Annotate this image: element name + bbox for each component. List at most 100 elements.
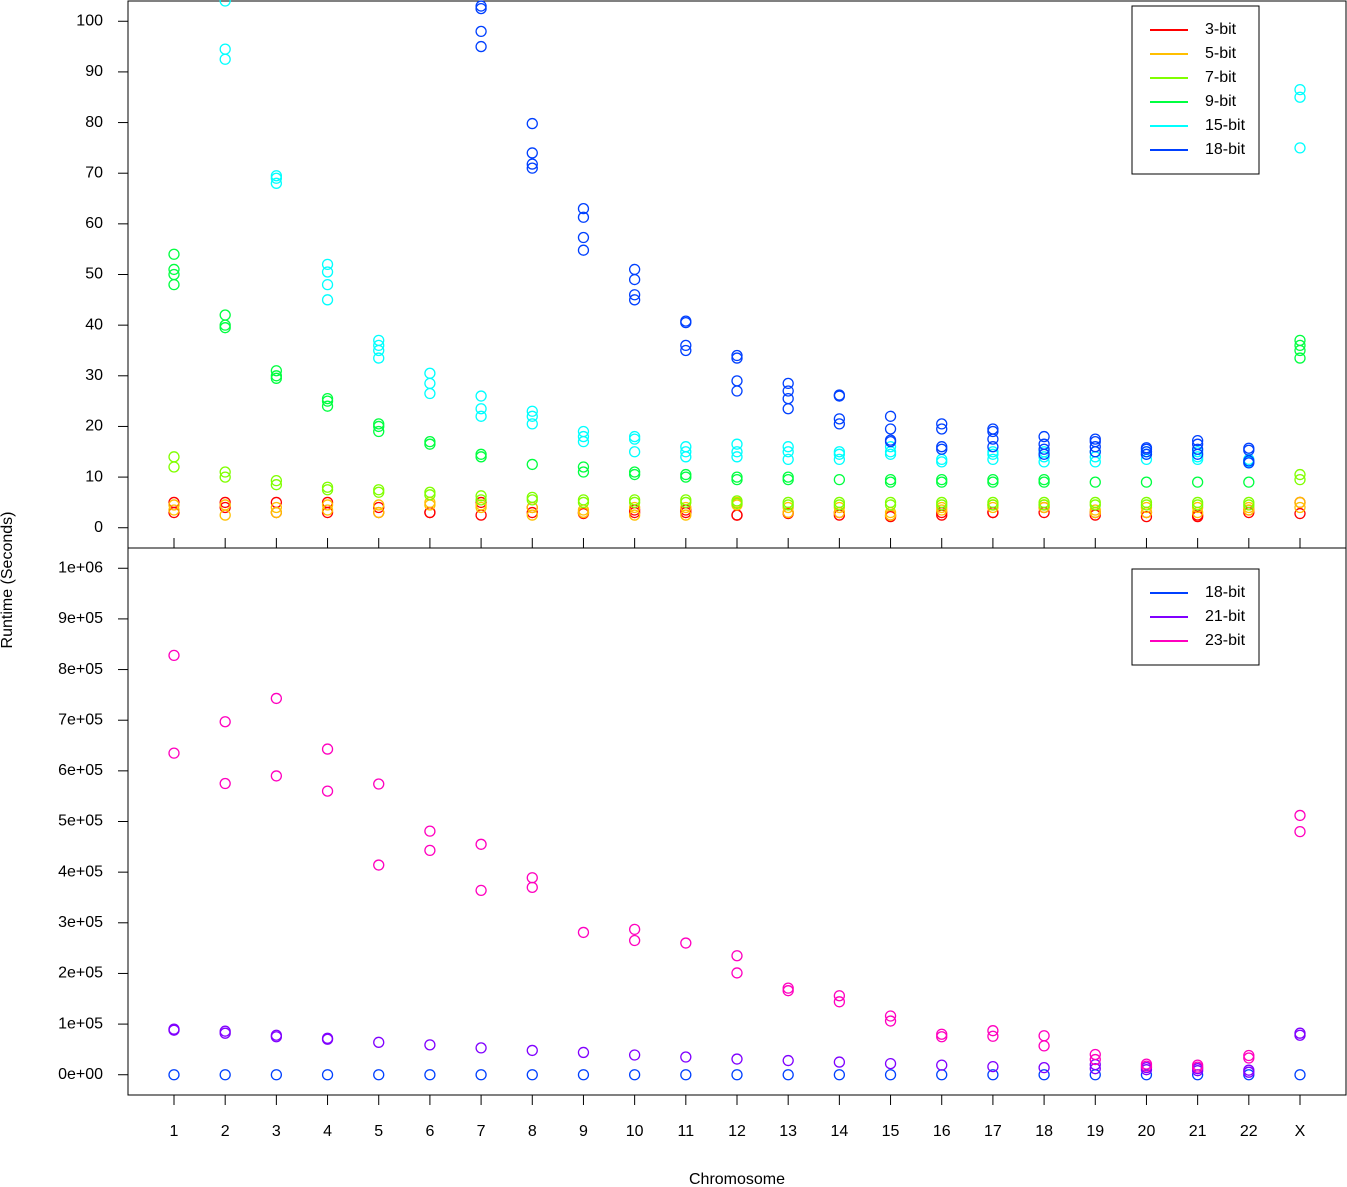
point [1089, 1063, 1101, 1075]
point [680, 1051, 692, 1063]
y-tick-label: 8e+05 [58, 661, 103, 678]
y-tick-label: 9e+05 [58, 610, 103, 627]
point [577, 430, 590, 443]
point [1294, 142, 1306, 154]
point [168, 1023, 180, 1035]
point [373, 339, 385, 352]
point [270, 177, 283, 189]
point [936, 1059, 948, 1071]
x-tick-label: 9 [579, 1123, 588, 1140]
point [219, 309, 231, 321]
point [1294, 473, 1306, 486]
point [219, 471, 231, 483]
point [1191, 496, 1204, 509]
point [987, 441, 999, 453]
point [373, 778, 385, 790]
point [373, 484, 385, 496]
y-tick-label: 50 [85, 266, 103, 283]
point [1038, 1062, 1050, 1074]
point [731, 349, 743, 362]
point [731, 1053, 743, 1065]
point [884, 1069, 897, 1081]
legend-label: 23-bit [1205, 632, 1246, 649]
x-tick-label: 18 [1035, 1123, 1053, 1140]
point [219, 1025, 231, 1037]
point [987, 476, 999, 488]
point [1191, 1059, 1204, 1071]
point [731, 385, 743, 397]
point [680, 339, 692, 352]
point [270, 474, 283, 487]
point [219, 466, 231, 478]
point [219, 0, 231, 7]
point [321, 504, 334, 516]
point [1140, 1058, 1153, 1070]
point [424, 844, 436, 857]
y-axis-label: Runtime (Seconds) [0, 512, 16, 649]
point [270, 170, 283, 182]
point [987, 1060, 999, 1073]
point [475, 1042, 487, 1054]
point [884, 441, 897, 453]
point [1038, 496, 1050, 509]
legend-label: 21-bit [1205, 608, 1246, 625]
point [475, 40, 487, 53]
point [270, 506, 283, 519]
point [270, 1029, 283, 1041]
point [731, 438, 743, 450]
point [526, 881, 538, 893]
legend-label: 18-bit [1205, 584, 1246, 601]
point [1038, 499, 1050, 511]
x-tick-label: 2 [221, 1123, 230, 1140]
point [628, 934, 641, 947]
y-tick-label: 4e+05 [58, 863, 103, 880]
point [1191, 476, 1204, 488]
point [1243, 1064, 1255, 1076]
point [270, 770, 283, 782]
point [884, 1057, 897, 1070]
y-tick-label: 5e+05 [58, 813, 103, 830]
point [1140, 496, 1153, 509]
x-tick-label: 4 [323, 1123, 332, 1140]
y-tick-label: 7e+05 [58, 711, 103, 728]
point [987, 423, 999, 435]
point [833, 413, 846, 425]
point [680, 468, 692, 481]
point [1089, 496, 1101, 509]
y-tick-label: 6e+05 [58, 762, 103, 779]
y-tick-label: 60 [85, 215, 103, 232]
point [424, 387, 436, 400]
x-tick-label: 14 [830, 1123, 848, 1140]
point [782, 471, 794, 483]
y-tick-label: 2e+05 [58, 965, 103, 982]
point [1089, 433, 1101, 445]
point [936, 423, 948, 435]
point [1243, 442, 1255, 454]
point [321, 481, 334, 493]
point [373, 499, 385, 511]
y-tick-label: 100 [76, 12, 103, 29]
point [1294, 501, 1306, 514]
point [1038, 430, 1050, 443]
point [1089, 476, 1101, 488]
point [782, 441, 794, 453]
point [628, 501, 641, 514]
y-tick-label: 1e+06 [58, 559, 103, 576]
point [1294, 496, 1306, 509]
point [731, 446, 743, 458]
point [987, 446, 999, 458]
point [1038, 443, 1050, 455]
point [526, 410, 538, 422]
point [168, 248, 180, 260]
point [526, 162, 538, 174]
point [424, 486, 436, 498]
point [270, 501, 283, 514]
x-tick-label: 6 [425, 1123, 434, 1140]
point [628, 1069, 641, 1081]
point [577, 494, 590, 506]
y-tick-label: 10 [85, 468, 103, 485]
x-tick-label: 8 [528, 1123, 537, 1140]
y-tick-label: 0 [94, 519, 103, 536]
point [526, 509, 538, 521]
point [628, 433, 641, 445]
